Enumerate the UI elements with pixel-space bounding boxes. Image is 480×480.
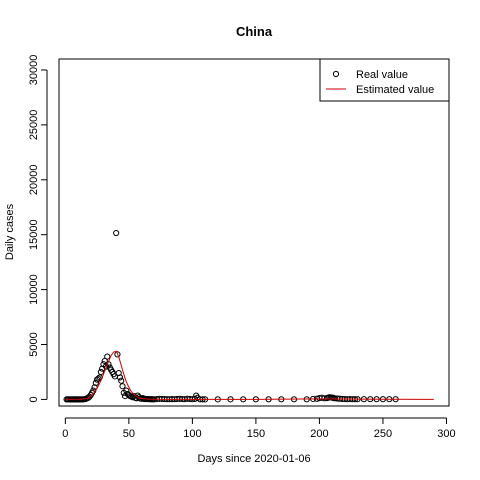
x-tick-label: 200 bbox=[310, 428, 328, 440]
legend: Real value Estimated value bbox=[320, 59, 449, 101]
x-tick-label: 50 bbox=[123, 428, 135, 440]
x-tick-label: 300 bbox=[437, 428, 455, 440]
legend-label-estimated: Estimated value bbox=[356, 84, 434, 96]
y-tick-label: 10000 bbox=[28, 274, 40, 305]
x-tick-label: 250 bbox=[374, 428, 392, 440]
x-tick-label: 0 bbox=[62, 428, 68, 440]
x-axis-title: Days since 2020-01-06 bbox=[197, 453, 310, 465]
legend-label-real: Real value bbox=[356, 69, 408, 81]
y-tick-label: 25000 bbox=[28, 110, 40, 141]
x-tick-label: 100 bbox=[183, 428, 201, 440]
y-tick-label: 30000 bbox=[28, 55, 40, 86]
chart-title: China bbox=[236, 24, 273, 39]
y-tick-label: 5000 bbox=[28, 332, 40, 356]
y-tick-label: 15000 bbox=[28, 219, 40, 250]
y-axis-title: Daily cases bbox=[4, 203, 16, 260]
x-tick-label: 150 bbox=[247, 428, 265, 440]
y-tick-label: 20000 bbox=[28, 164, 40, 195]
y-tick-label: 0 bbox=[28, 396, 40, 402]
